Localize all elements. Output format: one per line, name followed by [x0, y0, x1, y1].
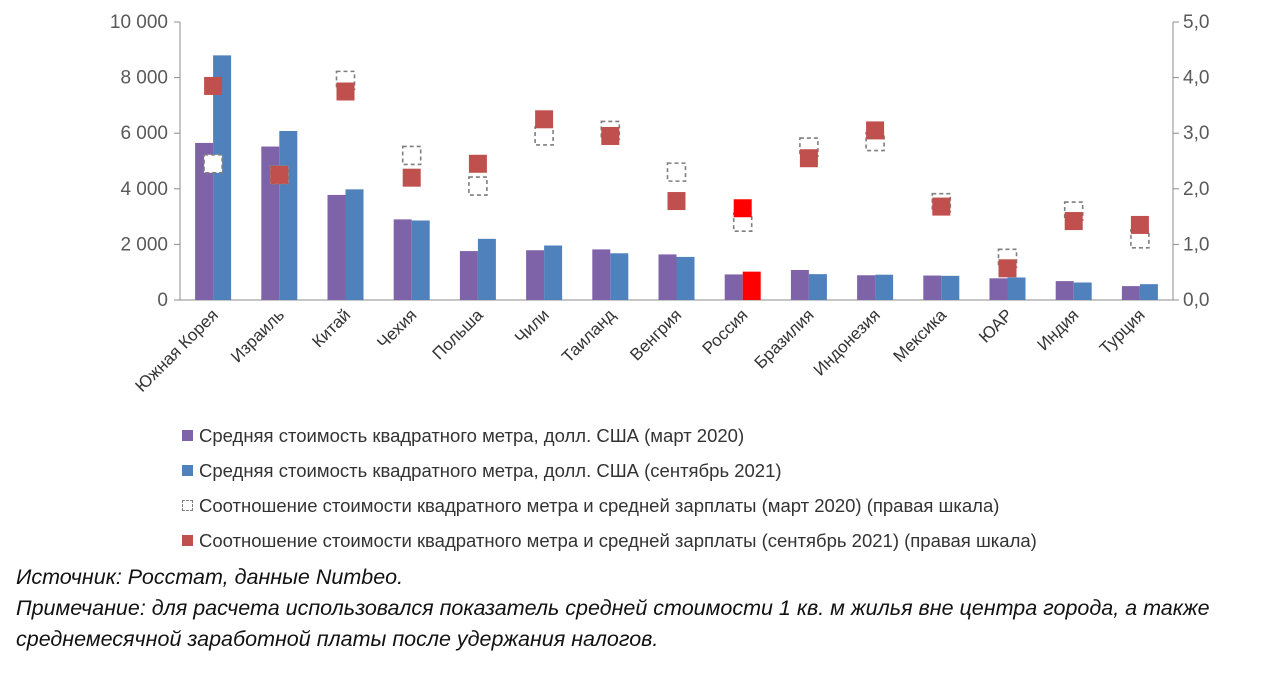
- bar-september-2021: [875, 274, 894, 300]
- x-tick-label: Чехия: [373, 305, 420, 352]
- marker-ratio-september-2021: [204, 76, 223, 95]
- bar-march-2020: [592, 249, 611, 300]
- legend-marker-purple-bar: [182, 430, 193, 441]
- legend-marker-red-square: [182, 535, 193, 546]
- y-tick-label-left: 2 000: [120, 234, 168, 255]
- marker-ratio-september-2021: [402, 168, 421, 187]
- legend-label: Средняя стоимость квадратного метра, дол…: [199, 424, 745, 446]
- bar-march-2020: [327, 194, 346, 300]
- marker-ratio-september-2021: [336, 82, 355, 101]
- bar-september-2021: [610, 253, 629, 300]
- legend: Средняя стоимость квадратного метра, дол…: [182, 418, 1037, 558]
- legend-label: Средняя стоимость квадратного метра, дол…: [199, 459, 782, 481]
- bar-march-2020: [724, 274, 743, 300]
- markers: [203, 70, 1150, 278]
- marker-ratio-september-2021: [866, 121, 885, 140]
- marker-ratio-march-2020: [203, 153, 223, 174]
- x-tick-label: ЮАР: [975, 305, 1016, 346]
- y-tick-label-left: 10 000: [110, 12, 168, 33]
- x-tick-label: Индия: [1034, 305, 1083, 354]
- marker-ratio-march-2020: [468, 176, 488, 196]
- y-tick-label-left: 0: [157, 290, 168, 311]
- legend-item: Средняя стоимость квадратного метра, дол…: [182, 418, 1037, 453]
- chart: 0 2 000 4 000 6 000 8 000 10 000 0,0 1,0 2,0 3,0 4…: [110, 12, 1210, 396]
- x-tick-label: Таиланд: [558, 305, 619, 366]
- bar-march-2020: [658, 254, 677, 300]
- bar-september-2021: [279, 130, 298, 300]
- marker-ratio-march-2020: [666, 162, 687, 182]
- bar-march-2020: [261, 146, 280, 300]
- bar-march-2020: [1121, 286, 1140, 300]
- axes: 0 2 000 4 000 6 000 8 000 10 000 0,0 1,0 2,0 3,0 4…: [110, 12, 1210, 311]
- bar-september-2021: [808, 274, 827, 300]
- y-tick-label-right: 0,0: [1183, 290, 1209, 311]
- x-tick-label: Южная Корея: [132, 305, 222, 395]
- marker-ratio-september-2021: [733, 199, 752, 218]
- bar-march-2020: [857, 275, 876, 300]
- marker-ratio-september-2021: [601, 126, 620, 145]
- marker-ratio-september-2021: [1130, 215, 1149, 234]
- y-tick-label-right: 2,0: [1183, 179, 1209, 200]
- legend-label: Соотношение стоимости квадратного метра …: [199, 494, 1000, 516]
- bar-september-2021: [1007, 277, 1026, 300]
- legend-marker-blue-bar: [182, 465, 193, 476]
- bar-september-2021: [411, 220, 430, 300]
- bar-september-2021: [742, 271, 761, 300]
- x-tick-label: Индонезия: [810, 305, 884, 379]
- bar-september-2021: [941, 275, 960, 300]
- marker-ratio-september-2021: [270, 165, 289, 184]
- x-tick-label: Мексика: [890, 305, 951, 366]
- bar-september-2021: [544, 245, 563, 300]
- legend-item: Средняя стоимость квадратного метра, дол…: [182, 453, 1037, 488]
- marker-ratio-september-2021: [667, 192, 686, 211]
- marker-ratio-september-2021: [799, 149, 818, 168]
- marker-ratio-september-2021: [1064, 212, 1083, 231]
- legend-label: Соотношение стоимости квадратного метра …: [199, 529, 1037, 551]
- bar-march-2020: [790, 269, 809, 300]
- legend-marker-dashed-square: [182, 500, 193, 511]
- bar-march-2020: [195, 142, 214, 300]
- y-tick-label-right: 1,0: [1183, 234, 1209, 255]
- legend-item: Соотношение стоимости квадратного метра …: [182, 488, 1037, 523]
- x-tick-label: Россия: [699, 305, 752, 358]
- labels: Южная Корея Израиль Китай Чехия Польша Чили Та…: [132, 305, 1149, 396]
- bar-march-2020: [989, 278, 1008, 300]
- x-tick-label: Китай: [308, 305, 354, 351]
- y-tick-label-right: 3,0: [1183, 123, 1209, 144]
- x-tick-label: Польша: [429, 305, 487, 363]
- remark-note: Примечание: для расчета использовался по…: [16, 596, 1210, 651]
- legend-item: Соотношение стоимости квадратного метра …: [182, 523, 1037, 558]
- y-tick-label-left: 4 000: [120, 179, 168, 200]
- x-tick-label: Израиль: [227, 305, 288, 366]
- bar-september-2021: [1073, 282, 1092, 300]
- bar-september-2021: [213, 55, 232, 300]
- x-tick-label: Венгрия: [626, 305, 685, 364]
- notes: Источник: Росстат, данные Numbeo. Примеч…: [16, 562, 1266, 655]
- bar-march-2020: [459, 251, 478, 300]
- marker-ratio-march-2020: [401, 145, 422, 166]
- bars: [195, 55, 1158, 300]
- marker-ratio-september-2021: [998, 259, 1017, 278]
- bar-september-2021: [345, 189, 364, 300]
- y-tick-label-left: 8 000: [120, 68, 168, 89]
- marker-ratio-september-2021: [468, 154, 487, 173]
- y-tick-label-right: 5,0: [1183, 12, 1209, 33]
- x-tick-label: Чили: [511, 305, 553, 347]
- bar-september-2021: [676, 256, 695, 300]
- x-tick-label: Бразилия: [751, 305, 818, 372]
- bar-march-2020: [526, 250, 545, 300]
- bar-march-2020: [1055, 281, 1074, 300]
- marker-ratio-september-2021: [932, 197, 951, 216]
- y-tick-label-right: 4,0: [1183, 68, 1209, 89]
- y-tick-label-left: 6 000: [120, 123, 168, 144]
- marker-ratio-september-2021: [535, 110, 554, 129]
- x-tick-label: Турция: [1096, 305, 1149, 358]
- marker-ratio-march-2020: [534, 126, 554, 146]
- source-note: Источник: Росстат, данные Numbeo.: [16, 565, 404, 589]
- bar-september-2021: [1139, 284, 1158, 300]
- bar-march-2020: [923, 275, 942, 300]
- bar-september-2021: [477, 238, 496, 300]
- bar-march-2020: [393, 219, 412, 300]
